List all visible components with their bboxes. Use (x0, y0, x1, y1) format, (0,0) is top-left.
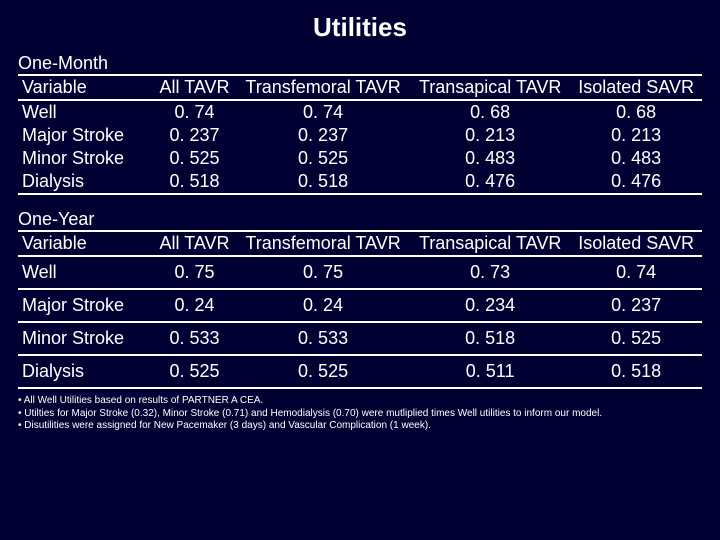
col-all-tavr: All TAVR (153, 75, 236, 100)
cell: 0. 483 (410, 147, 570, 170)
row-label: Well (18, 256, 153, 289)
section-one-month: One-Month (18, 53, 702, 74)
cell: 0. 518 (236, 170, 410, 194)
cell: 0. 518 (410, 322, 570, 355)
cell: 0. 525 (153, 147, 236, 170)
cell: 0. 24 (236, 289, 410, 322)
section-one-year: One-Year (18, 209, 702, 230)
utilities-table-one-month: Variable All TAVR Transfemoral TAVR Tran… (18, 74, 702, 195)
row-label: Major Stroke (18, 289, 153, 322)
cell: 0. 525 (236, 355, 410, 388)
cell: 0. 74 (153, 100, 236, 124)
col-transfemoral: Transfemoral TAVR (236, 231, 410, 256)
cell: 0. 24 (153, 289, 236, 322)
col-variable: Variable (18, 231, 153, 256)
col-isolated-savr: Isolated SAVR (570, 231, 702, 256)
row-label: Minor Stroke (18, 322, 153, 355)
cell: 0. 68 (410, 100, 570, 124)
table-row: Minor Stroke 0. 533 0. 533 0. 518 0. 525 (18, 322, 702, 355)
row-label: Dialysis (18, 355, 153, 388)
col-transfemoral: Transfemoral TAVR (236, 75, 410, 100)
cell: 0. 533 (153, 322, 236, 355)
col-isolated-savr: Isolated SAVR (570, 75, 702, 100)
table-row: Major Stroke 0. 237 0. 237 0. 213 0. 213 (18, 124, 702, 147)
table-row: Dialysis 0. 518 0. 518 0. 476 0. 476 (18, 170, 702, 194)
cell: 0. 73 (410, 256, 570, 289)
col-transapical: Transapical TAVR (410, 75, 570, 100)
cell: 0. 74 (236, 100, 410, 124)
cell: 0. 75 (236, 256, 410, 289)
footnote: Disutilities were assigned for New Pacem… (18, 420, 702, 433)
table-row: Minor Stroke 0. 525 0. 525 0. 483 0. 483 (18, 147, 702, 170)
cell: 0. 525 (570, 322, 702, 355)
cell: 0. 234 (410, 289, 570, 322)
utilities-table-one-year: Variable All TAVR Transfemoral TAVR Tran… (18, 230, 702, 389)
cell: 0. 525 (153, 355, 236, 388)
row-label: Minor Stroke (18, 147, 153, 170)
cell: 0. 75 (153, 256, 236, 289)
cell: 0. 237 (236, 124, 410, 147)
cell: 0. 237 (570, 289, 702, 322)
slide-title: Utilities (18, 12, 702, 43)
col-transapical: Transapical TAVR (410, 231, 570, 256)
row-label: Major Stroke (18, 124, 153, 147)
col-variable: Variable (18, 75, 153, 100)
footnote: All Well Utilities based on results of P… (18, 395, 702, 408)
table-row: Well 0. 74 0. 74 0. 68 0. 68 (18, 100, 702, 124)
table-row: Dialysis 0. 525 0. 525 0. 511 0. 518 (18, 355, 702, 388)
cell: 0. 533 (236, 322, 410, 355)
row-label: Well (18, 100, 153, 124)
cell: 0. 518 (570, 355, 702, 388)
cell: 0. 511 (410, 355, 570, 388)
cell: 0. 483 (570, 147, 702, 170)
cell: 0. 525 (236, 147, 410, 170)
cell: 0. 213 (570, 124, 702, 147)
cell: 0. 518 (153, 170, 236, 194)
table-row: Well 0. 75 0. 75 0. 73 0. 74 (18, 256, 702, 289)
cell: 0. 213 (410, 124, 570, 147)
footnote: Utilties for Major Stroke (0.32), Minor … (18, 408, 702, 421)
cell: 0. 74 (570, 256, 702, 289)
cell: 0. 237 (153, 124, 236, 147)
row-label: Dialysis (18, 170, 153, 194)
table-row: Major Stroke 0. 24 0. 24 0. 234 0. 237 (18, 289, 702, 322)
cell: 0. 476 (570, 170, 702, 194)
footnotes: All Well Utilities based on results of P… (18, 395, 702, 433)
col-all-tavr: All TAVR (153, 231, 236, 256)
cell: 0. 68 (570, 100, 702, 124)
cell: 0. 476 (410, 170, 570, 194)
